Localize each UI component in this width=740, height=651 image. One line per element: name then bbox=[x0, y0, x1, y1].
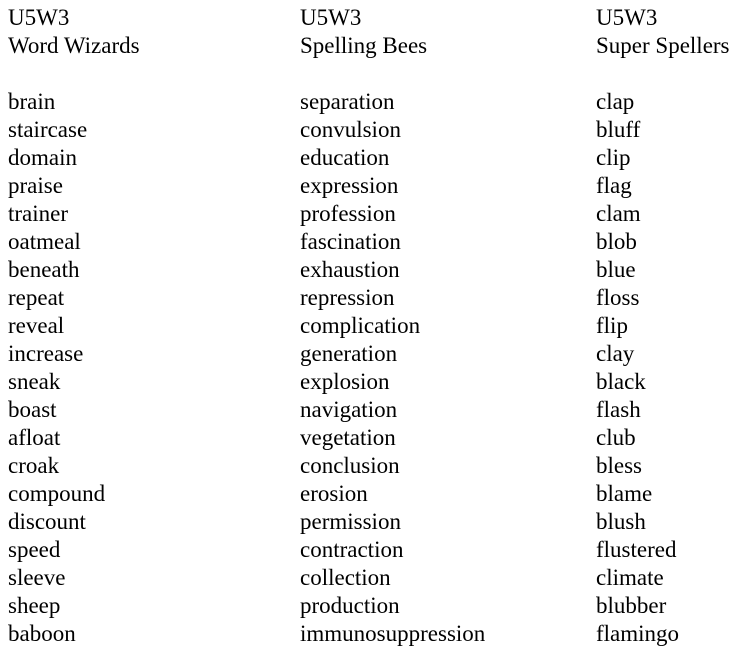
word-item: contraction bbox=[300, 537, 404, 562]
word-item: expression bbox=[300, 173, 399, 198]
word-item: convulsion bbox=[300, 117, 401, 142]
word-item: speed bbox=[8, 537, 61, 562]
word-item: compound bbox=[8, 481, 106, 506]
word-item: immunosuppression bbox=[300, 621, 486, 646]
word-item: education bbox=[300, 145, 390, 170]
word-item: blubber bbox=[596, 593, 667, 618]
word-item: collection bbox=[300, 565, 391, 590]
word-item: baboon bbox=[8, 621, 76, 646]
word-item: clap bbox=[596, 89, 635, 114]
word-item: increase bbox=[8, 341, 84, 366]
word-item: flip bbox=[596, 313, 628, 338]
word-item: staircase bbox=[8, 117, 88, 142]
word-item: repeat bbox=[8, 285, 65, 310]
word-list: brain staircase domain praise trainer oatmeal… bbox=[8, 88, 140, 648]
word-item: conclusion bbox=[300, 453, 400, 478]
word-item: generation bbox=[300, 341, 398, 366]
word-item: flag bbox=[596, 173, 632, 198]
word-item: blame bbox=[596, 481, 653, 506]
word-item: clip bbox=[596, 145, 631, 170]
word-item: club bbox=[596, 425, 636, 450]
word-item: boast bbox=[8, 397, 57, 422]
word-item: bluff bbox=[596, 117, 641, 142]
column-unit-label: U5W3 bbox=[8, 5, 70, 30]
word-item: praise bbox=[8, 173, 63, 198]
word-item: vegetation bbox=[300, 425, 396, 450]
word-item: bless bbox=[596, 453, 642, 478]
word-item: production bbox=[300, 593, 400, 618]
word-item: separation bbox=[300, 89, 395, 114]
column-unit-label: U5W3 bbox=[596, 5, 658, 30]
word-item: reveal bbox=[8, 313, 65, 338]
word-item: sneak bbox=[8, 369, 61, 394]
word-item: blush bbox=[596, 509, 646, 534]
column-group-title: Word Wizards bbox=[8, 33, 140, 58]
word-item: climate bbox=[596, 565, 664, 590]
word-item: permission bbox=[300, 509, 401, 534]
word-item: oatmeal bbox=[8, 229, 81, 254]
column-group-title: Super Spellers bbox=[596, 33, 730, 58]
word-item: flustered bbox=[596, 537, 677, 562]
word-item: flash bbox=[596, 397, 641, 422]
word-item: black bbox=[596, 369, 646, 394]
blank-line bbox=[8, 60, 140, 88]
word-item: complication bbox=[300, 313, 421, 338]
word-list: clap bluff clip flag clam blob blue floss flip cl… bbox=[596, 88, 730, 648]
word-item: blob bbox=[596, 229, 637, 254]
word-list-column-word-wizards: U5W3 Word Wizards brain staircase domain pr… bbox=[8, 4, 140, 648]
word-list-column-spelling-bees: U5W3 Spelling Bees separation convulsion e… bbox=[300, 4, 485, 648]
word-item: navigation bbox=[300, 397, 398, 422]
word-item: afloat bbox=[8, 425, 61, 450]
word-item: flamingo bbox=[596, 621, 680, 646]
word-item: fascination bbox=[300, 229, 401, 254]
word-item: clam bbox=[596, 201, 641, 226]
word-item: explosion bbox=[300, 369, 390, 394]
word-item: discount bbox=[8, 509, 86, 534]
word-item: clay bbox=[596, 341, 635, 366]
word-item: trainer bbox=[8, 201, 69, 226]
word-item: floss bbox=[596, 285, 640, 310]
word-item: domain bbox=[8, 145, 77, 170]
word-item: erosion bbox=[300, 481, 368, 506]
word-item: croak bbox=[8, 453, 60, 478]
word-item: profession bbox=[300, 201, 396, 226]
column-unit-label: U5W3 bbox=[300, 5, 362, 30]
word-item: sheep bbox=[8, 593, 61, 618]
word-item: blue bbox=[596, 257, 636, 282]
word-list: separation convulsion education expression p… bbox=[300, 88, 485, 648]
column-group-title: Spelling Bees bbox=[300, 33, 428, 58]
blank-line bbox=[596, 60, 730, 88]
word-item: repression bbox=[300, 285, 395, 310]
word-item: sleeve bbox=[8, 565, 66, 590]
word-list-column-super-spellers: U5W3 Super Spellers clap bluff clip flag cla… bbox=[596, 4, 730, 648]
word-item: exhaustion bbox=[300, 257, 400, 282]
blank-line bbox=[300, 60, 485, 88]
word-item: brain bbox=[8, 89, 56, 114]
word-item: beneath bbox=[8, 257, 80, 282]
